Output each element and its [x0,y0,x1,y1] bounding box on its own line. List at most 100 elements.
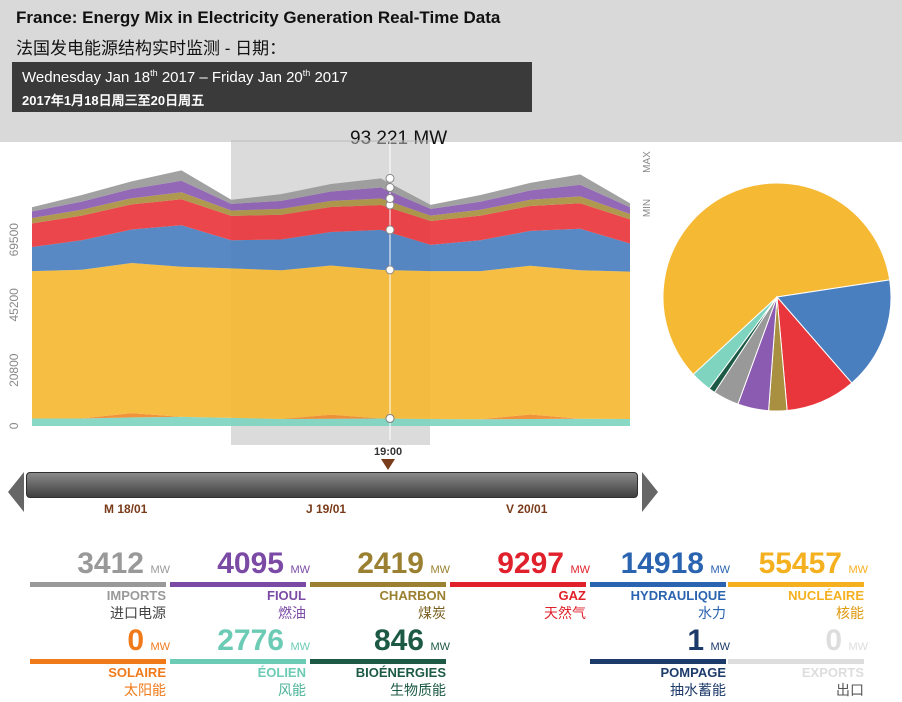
stat-tile[interactable] [450,625,590,687]
stat-name-chinese: 天然气 [544,605,586,621]
stat-name-chinese: 生物质能 [390,682,446,698]
stat-color-bar [310,659,446,664]
stat-name: SOLAIRE [108,665,166,680]
area-series [32,225,630,272]
stat-unit: MW [848,641,868,653]
area-series [32,199,630,247]
stat-color-bar [728,659,864,664]
stat-tile[interactable]: 2419 MW CHARBON 煤炭 [310,547,450,621]
area-series [32,180,630,219]
stat-unit: MW [430,564,450,576]
min-label: MIN [642,199,653,217]
date-range-english: Wednesday Jan 18th 2017 – Friday Jan 20t… [22,68,348,86]
stat-tile[interactable]: 1 MW POMPAGE 抽水蓄能 [590,624,730,698]
stat-tile[interactable]: 3412 MW IMPORTS 进口电源 [30,547,170,621]
stat-tile[interactable]: 9297 MW GAZ 天然气 [450,547,590,621]
timeline-day-label[interactable]: J 19/01 [306,502,347,516]
stat-value: 2776 [217,624,284,657]
stat-value: 0 [127,624,144,657]
pie-slice [662,182,891,376]
stat-value: 0 [825,624,842,657]
stat-name: HYDRAULIQUE [630,588,726,603]
stat-unit: MW [710,564,730,576]
date-range-chinese: 2017年1月18日周三至20日周五 [22,93,205,108]
area-series [32,192,630,224]
stat-name-chinese: 燃油 [278,605,306,621]
area-series [32,416,630,426]
y-tick-label: 69500 [7,223,21,257]
stat-name-chinese: 水力 [698,605,726,621]
page-title-chinese: 法国发电能源结构实时监测 - 日期： [16,39,287,58]
pie-slice [776,279,892,384]
timeline-scrollbar[interactable] [26,472,638,498]
stat-name-chinese: 太阳能 [124,682,166,698]
stat-color-bar [30,582,166,587]
stat-name: EXPORTS [801,665,864,680]
stat-color-bar [728,582,864,587]
energy-mix-pie-chart [662,182,892,412]
stat-name: IMPORTS [106,588,166,603]
stat-value: 846 [373,624,424,657]
cursor-time-label: 19:00 [374,446,403,458]
stat-tile[interactable]: 846 MW BIOÉNERGIES 生物质能 [310,624,450,698]
stat-value: 1 [687,624,704,657]
stat-unit: MW [570,564,590,576]
timeline-next-arrow-icon[interactable] [642,472,658,512]
timeline-scrubber: M 18/01 J 19/01 V 20/01 [8,470,658,528]
cursor-marker [385,183,395,193]
y-tick-label: 45200 [7,288,21,322]
stat-color-bar [170,582,306,587]
cursor-marker [385,193,395,203]
stat-value: 4095 [217,547,284,580]
cursor-marker [385,413,395,423]
stat-unit: MW [848,564,868,576]
area-series [32,413,630,420]
stat-unit: MW [710,641,730,653]
stat-unit: MW [290,564,310,576]
stat-name: BIOÉNERGIES [355,665,446,680]
stat-name: NUCLÉAIRE [788,588,864,603]
stat-name-chinese: 核能 [836,605,864,621]
stat-value: 9297 [497,547,564,580]
stat-unit: MW [290,641,310,653]
pie-slice [692,296,778,390]
area-series [32,263,630,420]
timeline-day-label[interactable]: V 20/01 [506,502,548,516]
stat-color-bar [590,659,726,664]
stat-color-bar [310,582,446,587]
stat-name: FIOUL [267,588,306,603]
stat-value: 3412 [77,547,144,580]
area-series [32,170,630,212]
stat-value: 14918 [620,547,704,580]
y-tick-label: 0 [7,422,21,429]
date-range-box: Wednesday Jan 18th 2017 – Friday Jan 20t… [12,62,532,112]
max-label: MAX [642,151,653,173]
time-cursor-handle[interactable] [381,459,395,470]
stat-name: CHARBON [379,588,446,603]
stat-name-chinese: 出口 [836,682,864,698]
stat-tile[interactable]: 0 MW SOLAIRE 太阳能 [30,624,170,698]
stat-name: ÉOLIEN [257,665,306,680]
stat-name: POMPAGE [660,665,727,680]
stat-name-chinese: 进口电源 [110,605,166,621]
stat-unit: MW [430,641,450,653]
stat-name-chinese: 抽水蓄能 [670,682,726,698]
stat-tile[interactable]: 14918 MW HYDRAULIQUE 水力 [590,547,730,621]
stat-tile[interactable]: 55457 MW NUCLÉAIRE 核能 [728,548,868,621]
y-tick-label: 20800 [7,353,21,387]
stat-tile[interactable]: 0 MW EXPORTS 出口 [728,624,868,698]
timeline-day-label[interactable]: M 18/01 [104,502,148,516]
stat-unit: MW [150,564,170,576]
stat-tile[interactable]: 2776 MW ÉOLIEN 风能 [170,624,310,698]
stat-color-bar [170,659,306,664]
stat-color-bar [590,582,726,587]
cursor-marker [385,265,395,275]
stat-value: 2419 [357,547,424,580]
cursor-marker [385,173,395,183]
stat-name-chinese: 风能 [278,682,306,698]
stat-tile[interactable]: 4095 MW FIOUL 燃油 [170,547,310,621]
stat-color-bar [30,659,166,664]
cursor-marker [385,225,395,235]
timeline-prev-arrow-icon[interactable] [8,472,24,512]
stacked-area-chart[interactable]: 0 20800 45200 69500 MAX MIN [0,140,660,445]
